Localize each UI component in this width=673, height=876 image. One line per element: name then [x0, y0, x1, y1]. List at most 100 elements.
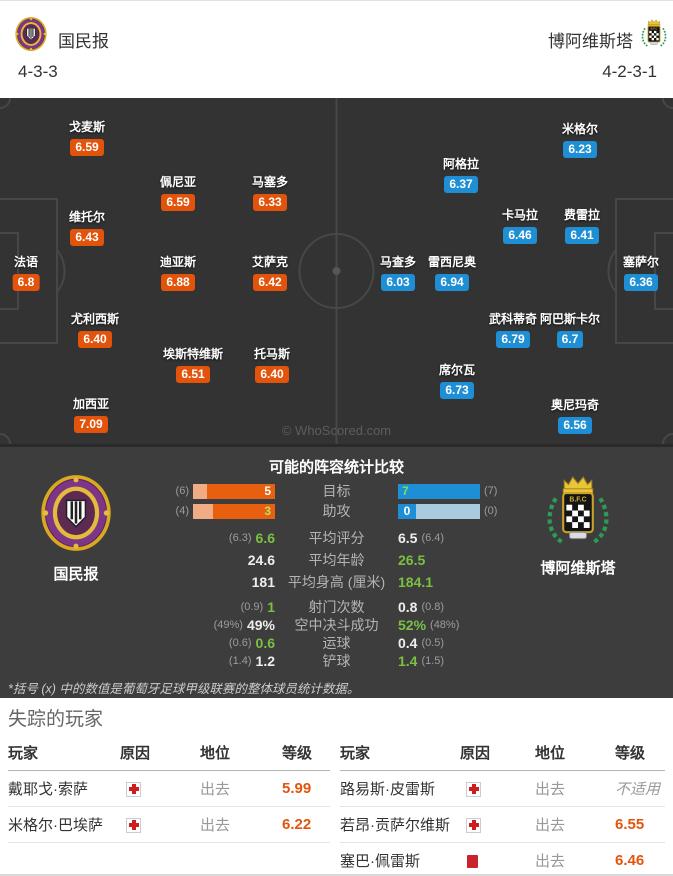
home-assists-value: 3 [213, 504, 275, 519]
home-league-avg: (4) [176, 505, 189, 517]
col-reason: 原因 [120, 738, 200, 771]
table-header-row: 玩家 原因 地位 等级 [8, 738, 330, 771]
away-value: 1.4 [398, 653, 417, 669]
table-row: 戴耶戈·索萨 出去 5.99 [8, 771, 330, 807]
missing-player-name[interactable]: 若昂·贡萨尔维斯 [340, 807, 460, 843]
away-league-avg: (0.5) [421, 637, 444, 649]
away-team-crest [541, 473, 615, 547]
player-name: 艾萨克 [252, 256, 288, 269]
player-marker[interactable]: 迪亚斯 6.88 [160, 256, 196, 291]
col-rating: 等级 [282, 738, 330, 771]
home-league-avg: (49%) [214, 619, 243, 631]
away-value: 6.5 [398, 530, 417, 546]
home-league-avg: (1.4) [229, 655, 252, 667]
player-name: 阿格拉 [443, 158, 479, 171]
missing-player-name[interactable]: 米格尔·巴埃萨 [8, 807, 120, 843]
away-league-avg: (6.4) [421, 532, 444, 544]
player-rating-badge: 6.51 [176, 366, 209, 383]
player-rating-badge: 6.59 [70, 139, 103, 156]
player-name: 雷西尼奥 [428, 256, 476, 269]
col-rating: 等级 [615, 738, 665, 771]
home-team-name[interactable]: 国民报 [58, 27, 109, 52]
player-name: 马查多 [380, 256, 416, 269]
missing-player-name[interactable]: 戴耶戈·索萨 [8, 771, 120, 807]
away-assists-value: 0 [398, 504, 416, 519]
missing-player-rating: 不适用 [615, 781, 660, 798]
player-rating-badge: 6.33 [253, 194, 286, 211]
missing-player-name[interactable]: 塞巴·佩雷斯 [340, 843, 460, 876]
table-row: 米格尔·巴埃萨 出去 6.22 [8, 807, 330, 843]
stat-row-tackles: (1.4)1.2 铲球 1.4(1.5) [165, 651, 510, 671]
player-name: 席尔瓦 [439, 364, 475, 377]
stat-row-dribbles: (0.6)0.6 运球 0.4(0.5) [165, 633, 510, 653]
home-assists-bar: 3 [193, 504, 275, 519]
player-name: 奥尼玛奇 [551, 399, 599, 412]
player-marker[interactable]: 法语 6.8 [13, 256, 40, 291]
player-rating-badge: 6.8 [13, 274, 40, 291]
injury-cross-icon [126, 818, 141, 833]
table-row: 若昂·贡萨尔维斯 出去 6.55 [340, 807, 665, 843]
home-goals-value: 5 [207, 484, 275, 499]
lineup-stats-panel: 可能的阵容统计比较 国民报 博阿维斯塔 (6) 5 目标 7 (7) (4) [0, 444, 673, 698]
away-team-name[interactable]: 博阿维斯塔 [548, 27, 633, 52]
player-name: 法语 [13, 256, 40, 269]
home-team-logo [14, 16, 48, 52]
player-name: 迪亚斯 [160, 256, 196, 269]
player-name: 托马斯 [254, 348, 290, 361]
col-status: 地位 [535, 738, 615, 771]
injury-cross-icon [466, 818, 481, 833]
player-rating-badge: 6.88 [161, 274, 194, 291]
away-value: 26.5 [398, 552, 425, 568]
player-name: 加西亚 [73, 398, 109, 411]
injury-cross-icon [466, 782, 481, 797]
away-value: 0.4 [398, 635, 417, 651]
home-value: 181 [252, 574, 275, 590]
player-rating-badge: 6.46 [503, 227, 536, 244]
stat-row-avg-height: 181 平均身高 (厘米) 184.1 [165, 572, 510, 592]
player-rating-badge: 6.23 [563, 141, 596, 158]
away-league-avg: (48%) [430, 619, 459, 631]
player-marker[interactable]: 艾萨克 6.42 [252, 256, 288, 291]
player-rating-badge: 6.03 [381, 274, 414, 291]
home-league-avg: (0.9) [241, 601, 264, 613]
home-value: 24.6 [248, 552, 275, 568]
player-marker[interactable]: 马查多 6.03 [380, 256, 416, 291]
player-marker[interactable]: 卡马拉 6.46 [502, 209, 538, 244]
missing-players-title: 失踪的玩家 [8, 704, 103, 731]
injury-cross-icon [126, 782, 141, 797]
player-name: 埃斯特维斯 [163, 348, 223, 361]
home-goals-bar: 5 [193, 484, 275, 499]
away-league-avg: (0) [484, 505, 497, 517]
stats-footnote: *括号 (x) 中的数值是葡萄牙足球甲级联赛的整体球员统计数据。 [8, 678, 359, 697]
col-status: 地位 [200, 738, 282, 771]
away-team-block: 博阿维斯塔 [528, 473, 628, 578]
player-rating-badge: 6.42 [253, 274, 286, 291]
player-marker[interactable]: 埃斯特维斯 6.51 [163, 348, 223, 383]
missing-player-name[interactable]: 路易斯·皮雷斯 [340, 771, 460, 807]
missing-player-rating: 5.99 [282, 771, 330, 807]
missing-players-section: 失踪的玩家 玩家 原因 地位 等级 戴耶戈·索萨 出去 5.99 米格尔·巴埃萨 [0, 698, 673, 876]
away-team-label: 博阿维斯塔 [528, 557, 628, 578]
missing-player-rating: 6.55 [615, 807, 665, 843]
player-name: 卡马拉 [502, 209, 538, 222]
col-player: 玩家 [8, 738, 120, 771]
home-team-label: 国民报 [26, 563, 126, 584]
player-name: 佩尼亚 [160, 176, 196, 189]
